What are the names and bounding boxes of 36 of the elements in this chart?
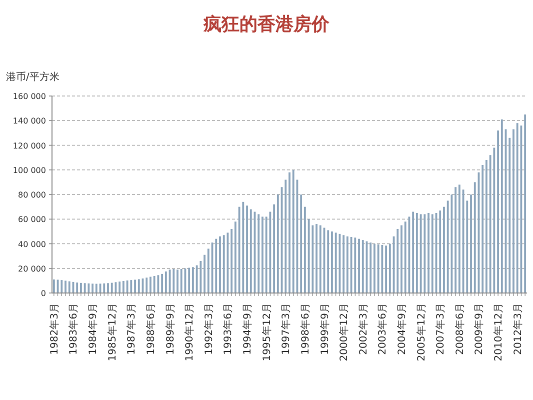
y-tick-label: 80 000	[18, 190, 46, 200]
chart-title: 疯狂的香港房价	[202, 14, 330, 35]
y-tick-label: 140 000	[12, 116, 46, 126]
x-tick-label: 2007年3月	[434, 303, 447, 355]
x-tick-label: 1997年3月	[280, 303, 292, 355]
y-tick-label: 40 000	[18, 240, 46, 249]
y-tick-label: 60 000	[18, 215, 46, 224]
x-tick-label: 2004年9月	[396, 303, 408, 355]
x-tick-label: 1987年3月	[126, 303, 138, 355]
x-tick-label: 1988年6月	[144, 303, 157, 355]
x-tick-label: 2003年6月	[376, 303, 389, 355]
x-tick-label: 2012年3月	[512, 303, 524, 355]
x-tick-label: 1989年9月	[164, 303, 176, 355]
x-tick-label: 1998年6月	[299, 303, 312, 355]
x-tick-label: 1985年12月	[106, 303, 118, 362]
x-tick-label: 2008年6月	[454, 303, 466, 355]
x-tick-label: 2010年12月	[492, 303, 505, 362]
y-tick-label: 0	[40, 289, 46, 298]
x-tick-label: 2005年12月	[415, 303, 428, 362]
x-tick-label: 1992年3月	[202, 303, 215, 355]
y-tick-label: 160 000	[12, 92, 46, 101]
x-tick-label: 1999年9月	[318, 303, 331, 355]
x-tick-label: 1982年3月	[48, 303, 60, 355]
y-axis-title: 港币/平方米	[6, 71, 60, 83]
x-tick-label: 1984年9月	[87, 303, 100, 355]
x-tick-label: 1990年12月	[184, 303, 196, 362]
y-tick-label: 100 000	[12, 166, 46, 175]
x-tick-label: 1995年12月	[260, 303, 273, 362]
x-tick-label: 1993年6月	[222, 303, 234, 355]
x-tick-label: 2002年3月	[357, 303, 370, 355]
x-tick-label: 2009年9月	[473, 303, 486, 355]
x-tick-label: 2000年12月	[338, 303, 350, 362]
y-tick-label: 120 000	[12, 141, 46, 150]
x-tick-label: 1983年6月	[68, 303, 80, 355]
x-tick-label: 1994年9月	[242, 303, 254, 355]
y-tick-label: 20 000	[18, 264, 46, 274]
